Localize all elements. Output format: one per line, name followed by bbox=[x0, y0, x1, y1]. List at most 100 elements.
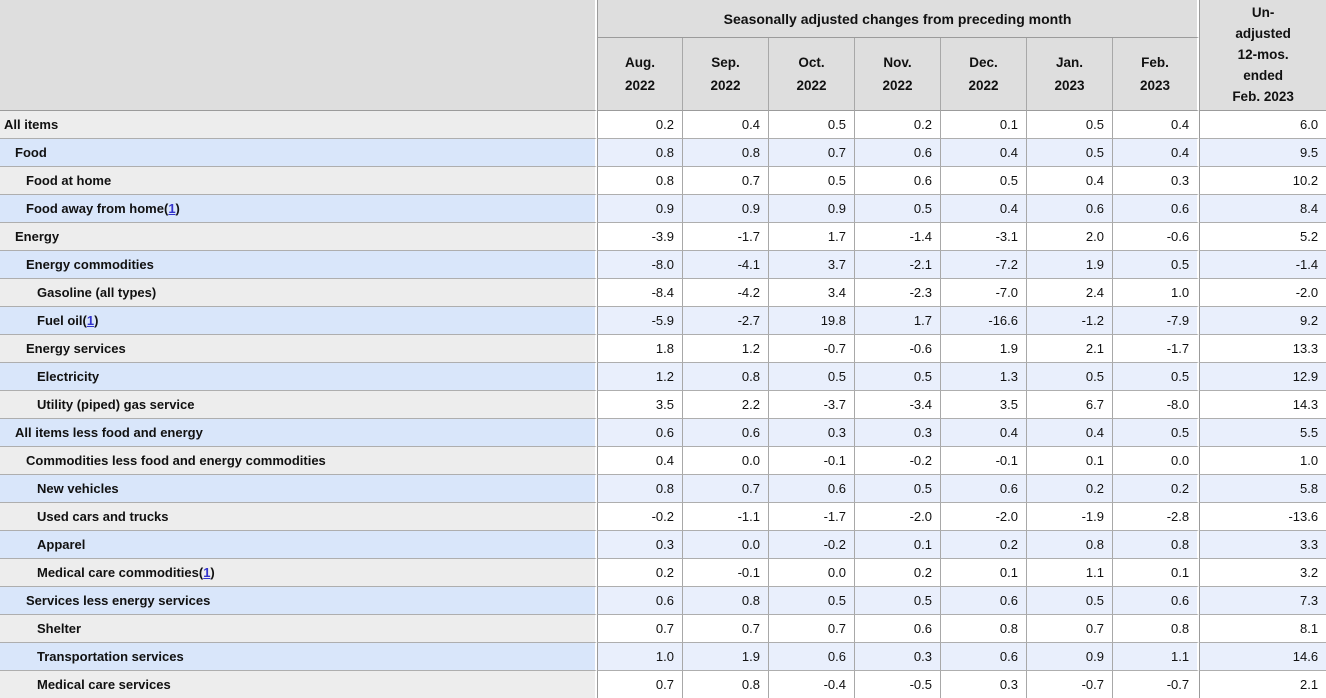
row-label-text: Apparel bbox=[37, 537, 86, 552]
value-cell: -3.4 bbox=[855, 390, 941, 418]
table-row: Food 0.8 0.8 0.7 0.6 0.4 0.5 0.4 9.5 bbox=[0, 138, 1326, 166]
row-label-text: New vehicles bbox=[37, 481, 119, 496]
value-cell: -1.1 bbox=[683, 502, 769, 530]
unadjusted-value-cell: 10.2 bbox=[1199, 166, 1326, 194]
corner-cell bbox=[0, 0, 597, 110]
value-cell: 0.8 bbox=[683, 138, 769, 166]
table-row: Energy services 1.8 1.2 -0.7 -0.6 1.9 2.1 -1.7 1… bbox=[0, 334, 1326, 362]
value-cell: 0.4 bbox=[941, 194, 1027, 222]
value-cell: 1.7 bbox=[769, 222, 855, 250]
table-row: Energy commodities -8.0 -4.1 3.7 -2.1 -7.2 1.9… bbox=[0, 250, 1326, 278]
unadjusted-value-cell: -1.4 bbox=[1199, 250, 1326, 278]
unadjusted-value-cell: 8.4 bbox=[1199, 194, 1326, 222]
value-cell: -2.3 bbox=[855, 278, 941, 306]
unadjusted-value-cell: 8.1 bbox=[1199, 614, 1326, 642]
value-cell: 0.5 bbox=[855, 362, 941, 390]
row-label-text: Medical care services bbox=[37, 677, 171, 692]
value-cell: 0.5 bbox=[855, 586, 941, 614]
table-row: Utility (piped) gas service 3.5 2.2 -3.7 -3.… bbox=[0, 390, 1326, 418]
value-cell: 0.2 bbox=[597, 110, 683, 138]
value-cell: -0.4 bbox=[769, 670, 855, 698]
value-cell: 0.5 bbox=[1113, 418, 1200, 446]
value-cell: 0.2 bbox=[597, 558, 683, 586]
value-cell: 0.8 bbox=[1113, 530, 1200, 558]
value-cell: 0.1 bbox=[1027, 446, 1113, 474]
row-label-text: Energy services bbox=[26, 341, 126, 356]
value-cell: -0.2 bbox=[769, 530, 855, 558]
value-cell: 0.8 bbox=[1027, 530, 1113, 558]
row-label: Services less energy services bbox=[0, 586, 597, 614]
value-cell: -1.2 bbox=[1027, 306, 1113, 334]
row-label: Electricity bbox=[0, 362, 597, 390]
value-cell: 0.8 bbox=[597, 166, 683, 194]
value-cell: -5.9 bbox=[597, 306, 683, 334]
column-header-aug-2022: Aug. 2022 bbox=[597, 38, 683, 110]
row-label: All items bbox=[0, 110, 597, 138]
value-cell: -8.4 bbox=[597, 278, 683, 306]
value-cell: 0.7 bbox=[1027, 614, 1113, 642]
value-cell: 0.6 bbox=[855, 166, 941, 194]
value-cell: 0.7 bbox=[769, 138, 855, 166]
footnote-link[interactable]: 1 bbox=[168, 201, 176, 216]
header-row-group: Seasonally adjusted changes from precedi… bbox=[0, 0, 1326, 110]
value-cell: 1.9 bbox=[941, 334, 1027, 362]
footnote-link[interactable]: 1 bbox=[203, 565, 211, 580]
group-header: Seasonally adjusted changes from precedi… bbox=[597, 0, 1200, 38]
footnote-link[interactable]: 1 bbox=[86, 313, 95, 328]
row-label-text: All items less food and energy bbox=[15, 425, 203, 440]
row-label-text: Fuel oil bbox=[37, 313, 83, 328]
value-cell: 0.7 bbox=[683, 614, 769, 642]
value-cell: 0.7 bbox=[683, 474, 769, 502]
value-cell: 0.8 bbox=[683, 362, 769, 390]
value-cell: 6.7 bbox=[1027, 390, 1113, 418]
value-cell: -0.7 bbox=[1113, 670, 1200, 698]
value-cell: 1.0 bbox=[597, 642, 683, 670]
row-label-text: Used cars and trucks bbox=[37, 509, 169, 524]
unadjusted-value-cell: 9.2 bbox=[1199, 306, 1326, 334]
table-row: Food at home 0.8 0.7 0.5 0.6 0.5 0.4 0.3 10.2 bbox=[0, 166, 1326, 194]
table-row: Commodities less food and energy commodi… bbox=[0, 446, 1326, 474]
table-row: Electricity 1.2 0.8 0.5 0.5 1.3 0.5 0.5 12.9 bbox=[0, 362, 1326, 390]
unadjusted-value-cell: -2.0 bbox=[1199, 278, 1326, 306]
value-cell: 0.3 bbox=[941, 670, 1027, 698]
value-cell: 0.0 bbox=[1113, 446, 1200, 474]
table-row: Transportation services 1.0 1.9 0.6 0.3 0.6 0.… bbox=[0, 642, 1326, 670]
value-cell: 0.4 bbox=[1113, 110, 1200, 138]
value-cell: 1.1 bbox=[1113, 642, 1200, 670]
value-cell: 0.0 bbox=[769, 558, 855, 586]
value-cell: 0.6 bbox=[941, 586, 1027, 614]
value-cell: 1.1 bbox=[1027, 558, 1113, 586]
row-label-text: Transportation services bbox=[37, 649, 184, 664]
row-label-text: Shelter bbox=[37, 621, 82, 636]
value-cell: 0.9 bbox=[769, 194, 855, 222]
value-cell: 1.0 bbox=[1113, 278, 1200, 306]
value-cell: 0.1 bbox=[941, 110, 1027, 138]
row-label: All items less food and energy bbox=[0, 418, 597, 446]
value-cell: 0.1 bbox=[941, 558, 1027, 586]
table-row: New vehicles 0.8 0.7 0.6 0.5 0.6 0.2 0.2 5.8 bbox=[0, 474, 1326, 502]
value-cell: 0.3 bbox=[855, 418, 941, 446]
row-label: Food away from home(1) bbox=[0, 194, 597, 222]
value-cell: 0.6 bbox=[1113, 586, 1200, 614]
value-cell: 1.3 bbox=[941, 362, 1027, 390]
column-header-nov-2022: Nov. 2022 bbox=[855, 38, 941, 110]
table-header: Seasonally adjusted changes from precedi… bbox=[0, 0, 1326, 110]
header-row-months: Aug. 2022 Sep. 2022 Oct. 2022 Nov. 2022 Dec. 2022… bbox=[0, 38, 1326, 110]
value-cell: 0.6 bbox=[855, 138, 941, 166]
value-cell: 0.5 bbox=[769, 166, 855, 194]
value-cell: -0.1 bbox=[769, 446, 855, 474]
value-cell: 1.2 bbox=[597, 362, 683, 390]
unadjusted-value-cell: 12.9 bbox=[1199, 362, 1326, 390]
value-cell: 0.8 bbox=[597, 138, 683, 166]
row-label: Shelter bbox=[0, 614, 597, 642]
unadjusted-value-cell: 1.0 bbox=[1199, 446, 1326, 474]
value-cell: 0.6 bbox=[941, 642, 1027, 670]
row-label: Medical care services bbox=[0, 670, 597, 698]
value-cell: -0.2 bbox=[597, 502, 683, 530]
table-row: Energy -3.9 -1.7 1.7 -1.4 -3.1 2.0 -0.6 5.2 bbox=[0, 222, 1326, 250]
column-header-jan-2023: Jan. 2023 bbox=[1027, 38, 1113, 110]
row-label: Food at home bbox=[0, 166, 597, 194]
row-label-text: Commodities less food and energy commodi… bbox=[26, 453, 326, 468]
value-cell: 0.0 bbox=[683, 446, 769, 474]
value-cell: 0.8 bbox=[683, 586, 769, 614]
